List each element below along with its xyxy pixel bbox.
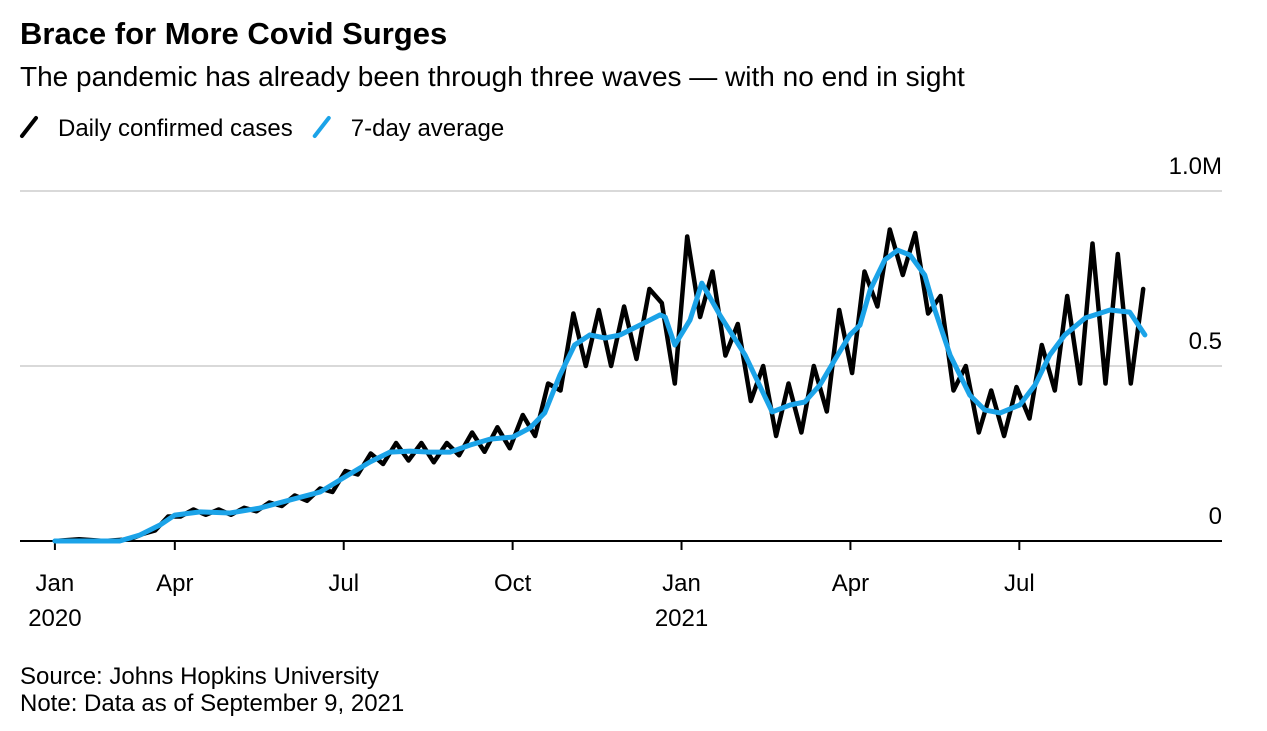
note: Note: Data as of September 9, 2021 xyxy=(20,690,404,717)
y-tick-label: 0 xyxy=(1209,503,1222,530)
legend-swatch xyxy=(20,116,38,138)
series-line xyxy=(52,247,1148,544)
x-tick-label: Apr xyxy=(832,570,869,597)
x-tick-label: Oct xyxy=(494,570,532,597)
x-tick-label: Jan xyxy=(36,570,75,597)
x-tick-label: Apr xyxy=(156,570,193,597)
legend-label: Daily confirmed cases xyxy=(58,115,293,142)
chart-subtitle: The pandemic has already been through th… xyxy=(20,61,965,92)
y-tick-label: 1.0M xyxy=(1169,153,1222,180)
x-tick-label: Jul xyxy=(1004,570,1035,597)
legend-label: 7-day average xyxy=(351,115,504,142)
chart-title: Brace for More Covid Surges xyxy=(20,16,447,51)
legend-swatch xyxy=(312,116,331,138)
x-year-label: 2021 xyxy=(655,605,708,632)
x-tick-label: Jul xyxy=(328,570,359,597)
series-line xyxy=(52,227,1146,544)
x-tick-label: Jan xyxy=(662,570,701,597)
x-year-label: 2020 xyxy=(28,605,81,632)
source: Source: Johns Hopkins University xyxy=(20,663,379,690)
y-tick-label: 0.5 xyxy=(1189,328,1222,355)
